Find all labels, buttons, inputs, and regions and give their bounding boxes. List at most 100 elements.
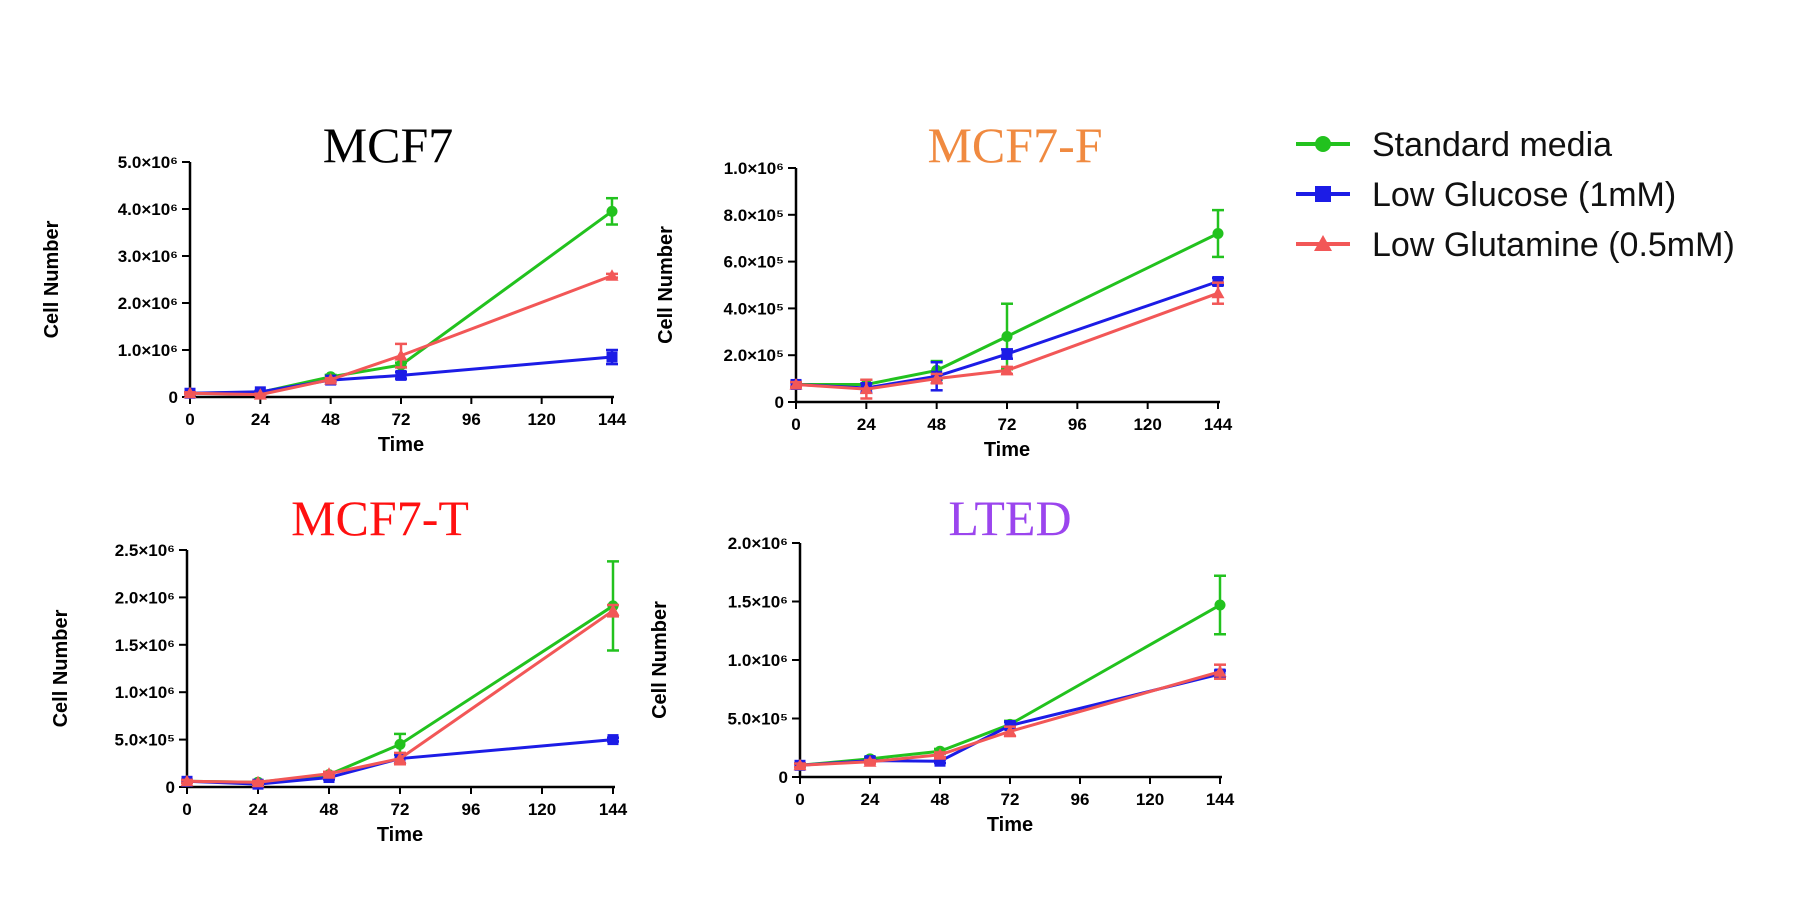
chart-title: MCF7 (323, 117, 454, 173)
x-tick-label: 48 (320, 800, 339, 819)
x-tick-label: 144 (1206, 790, 1235, 809)
data-point (1214, 599, 1226, 611)
x-tick-label: 72 (998, 415, 1017, 434)
x-tick-label: 144 (598, 410, 627, 429)
data-point (606, 205, 618, 217)
chart-mcf7: MCF7 0 24 48 72 96 120 144 Time 0 1.0×10⁶ 2.0×10⁶ 3.… (41, 117, 627, 456)
x-tick-label: 24 (251, 410, 270, 429)
data-point (394, 738, 406, 750)
x-tick-label: 0 (185, 410, 194, 429)
y-tick-label: 8.0×10⁵ (724, 206, 784, 225)
x-tick-label: 0 (182, 800, 191, 819)
data-point (930, 372, 944, 384)
y-tick-label: 5.0×10⁵ (115, 731, 175, 750)
series-low-glutamine-0-5mm (793, 663, 1227, 771)
x-tick-label: 72 (391, 800, 410, 819)
y-tick-label: 1.0×10⁶ (115, 683, 175, 702)
data-point (1213, 665, 1227, 677)
data-point (793, 758, 807, 771)
data-point (1000, 363, 1014, 376)
x-tick-label: 120 (1133, 415, 1161, 434)
data-point (394, 349, 408, 361)
y-tick-label: 6.0×10⁵ (724, 253, 784, 272)
data-point (933, 748, 947, 760)
chart-lted: LTED 0 24 48 72 96 120 144 Time 0 5.0×10⁵ 1.0×10⁶ 1.… (649, 490, 1235, 836)
y-tick-label: 5.0×10⁵ (728, 710, 788, 729)
x-tick-label: 24 (249, 800, 268, 819)
y-axis-label: Cell Number (649, 601, 671, 719)
series-line (799, 603, 1221, 767)
chart-title: MCF7-T (291, 490, 469, 546)
series-line (799, 670, 1221, 767)
x-tick-label: 72 (392, 410, 411, 429)
x-axis-label: Time (378, 434, 424, 456)
x-tick-label: 24 (861, 790, 880, 809)
legend-marker-triangle (1314, 235, 1332, 251)
data-point (605, 269, 619, 281)
chart-mcf7-f: MCF7-F 0 24 48 72 96 120 144 Time 0 2.0×10⁵ 4.0×10⁵… (655, 117, 1233, 461)
data-point (606, 604, 620, 616)
data-point (324, 373, 338, 385)
y-tick-label: 0 (169, 388, 178, 407)
x-tick-label: 96 (1071, 790, 1090, 809)
data-point (607, 734, 619, 746)
legend-label: Low Glucose (1mM) (1372, 176, 1676, 214)
series-standard-media (790, 208, 1224, 391)
y-axis-label: Cell Number (41, 220, 63, 338)
x-tick-label: 0 (791, 415, 800, 434)
data-point (251, 775, 265, 788)
data-point (863, 755, 877, 767)
x-tick-label: 120 (528, 800, 556, 819)
legend-marker-square (1315, 186, 1331, 202)
legend-label: Low Glutamine (0.5mM) (1372, 226, 1735, 264)
x-tick-label: 48 (931, 790, 950, 809)
data-point (934, 755, 946, 767)
y-tick-label: 4.0×10⁶ (118, 200, 178, 219)
chart-title: MCF7-F (927, 117, 1102, 173)
x-tick-label: 24 (857, 415, 876, 434)
y-tick-label: 3.0×10⁶ (118, 247, 178, 266)
data-point (393, 752, 407, 764)
y-tick-label: 1.0×10⁶ (728, 651, 788, 670)
y-tick-label: 1.5×10⁶ (115, 636, 175, 655)
legend-item: Standard media (1296, 126, 1612, 164)
chart-title: LTED (948, 490, 1071, 546)
x-axis-label: Time (987, 814, 1033, 836)
y-tick-label: 1.0×10⁶ (724, 159, 784, 178)
y-axis-label: Cell Number (50, 609, 72, 727)
legend-item: Low Glutamine (0.5mM) (1296, 226, 1735, 264)
y-tick-label: 0 (779, 768, 788, 787)
y-tick-label: 0 (775, 393, 784, 412)
y-tick-label: 4.0×10⁵ (724, 299, 784, 318)
series-standard-media (794, 574, 1226, 771)
data-point (1003, 724, 1017, 737)
legend-label: Standard media (1372, 126, 1612, 164)
data-point (395, 369, 407, 381)
x-tick-label: 144 (1204, 415, 1233, 434)
y-tick-label: 5.0×10⁶ (118, 153, 178, 172)
chart-mcf7-t: MCF7-T 0 24 48 72 96 120 144 Time 0 5.0×10⁵ 1.0×10⁶… (50, 490, 628, 846)
y-tick-label: 2.5×10⁶ (115, 541, 175, 560)
y-tick-label: 1.5×10⁶ (728, 593, 788, 612)
x-tick-label: 120 (1136, 790, 1164, 809)
data-point (253, 388, 267, 400)
data-point (1001, 348, 1013, 360)
legend: Standard media Low Glucose (1mM) Low Gluta… (1296, 126, 1735, 264)
data-point (789, 377, 803, 390)
y-tick-label: 1.0×10⁶ (118, 341, 178, 360)
x-tick-label: 96 (1068, 415, 1087, 434)
x-tick-label: 48 (927, 415, 946, 434)
data-point (859, 382, 873, 395)
data-point (322, 767, 336, 779)
x-tick-label: 96 (462, 410, 481, 429)
x-axis-label: Time (984, 439, 1030, 461)
legend-item: Low Glucose (1mM) (1296, 176, 1676, 214)
data-point (1001, 330, 1013, 342)
y-tick-label: 0 (166, 778, 175, 797)
y-tick-label: 2.0×10⁶ (118, 294, 178, 313)
y-tick-label: 2.0×10⁵ (724, 346, 784, 365)
x-tick-label: 0 (795, 790, 804, 809)
y-tick-label: 2.0×10⁶ (115, 588, 175, 607)
x-tick-label: 96 (462, 800, 481, 819)
